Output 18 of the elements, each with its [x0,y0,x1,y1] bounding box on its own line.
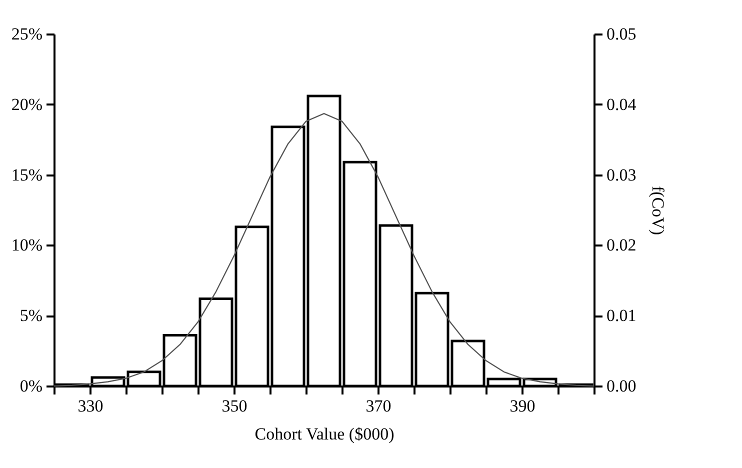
y-tick-label: 5% [20,306,42,326]
x-axis-title: Cohort Value ($000) [254,424,394,444]
y-tick-label: 10% [11,236,42,255]
y2-tick-label: 0.01 [606,306,636,326]
y2-axis-title: f(CoV) [648,186,668,236]
x-tick-label: 390 [510,396,536,416]
y2-tick-label: 0.02 [606,236,636,255]
x-tick-label: 330 [78,396,104,416]
y2-tick-label: 0.05 [606,24,636,44]
x-tick-label: 370 [366,396,392,416]
y2-tick-label: 0.04 [606,94,637,114]
y-tick-label: 15% [11,165,42,184]
y-tick-label: 20% [11,94,42,114]
x-tick-label: 350 [222,396,248,416]
y-tick-label: 0% [20,376,42,396]
y2-tick-label: 0.00 [606,376,636,396]
y2-tick-label: 0.03 [606,165,636,184]
y-tick-label: 25% [11,24,42,44]
